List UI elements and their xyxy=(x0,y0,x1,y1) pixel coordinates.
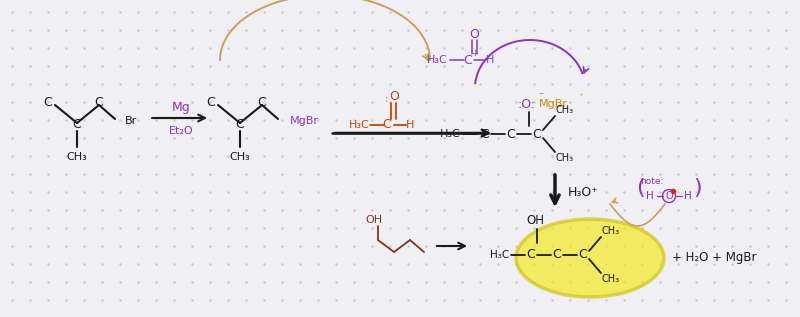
Text: H₃C: H₃C xyxy=(440,129,461,139)
Text: Br: Br xyxy=(125,116,138,126)
Text: H₃C: H₃C xyxy=(427,55,448,65)
Text: C: C xyxy=(506,127,515,140)
Text: ): ) xyxy=(694,178,702,198)
Ellipse shape xyxy=(516,219,664,297)
Text: MgBr: MgBr xyxy=(290,116,319,126)
Text: CH₃: CH₃ xyxy=(602,274,620,284)
Text: MgBr: MgBr xyxy=(538,99,567,109)
Text: CH₃: CH₃ xyxy=(556,153,574,163)
Text: :O:: :O: xyxy=(518,98,536,111)
Text: ⁻: ⁻ xyxy=(538,91,543,101)
Text: C: C xyxy=(206,96,215,109)
Text: H: H xyxy=(486,55,494,65)
Text: OH: OH xyxy=(526,215,544,228)
Text: note:: note: xyxy=(640,178,664,186)
Text: C: C xyxy=(553,249,562,262)
Text: C: C xyxy=(578,249,587,262)
Text: C: C xyxy=(481,127,490,140)
Text: (: ( xyxy=(636,178,644,198)
Text: :: : xyxy=(384,94,388,104)
Text: H: H xyxy=(406,120,414,130)
Text: CH₃: CH₃ xyxy=(230,152,250,162)
Text: CH₃: CH₃ xyxy=(556,105,574,115)
Text: C: C xyxy=(258,96,266,109)
Text: H: H xyxy=(684,191,692,201)
Text: Mg: Mg xyxy=(172,101,190,114)
Text: H₃O⁺: H₃O⁺ xyxy=(567,186,598,199)
Text: Et₂O: Et₂O xyxy=(169,126,194,136)
Text: H₃C: H₃C xyxy=(490,250,509,260)
Text: C: C xyxy=(236,119,244,132)
Text: C: C xyxy=(73,119,82,132)
Text: C: C xyxy=(44,96,52,109)
Text: ⁺: ⁺ xyxy=(578,92,583,100)
Text: + H₂O + MgBr: + H₂O + MgBr xyxy=(672,251,757,264)
Text: H: H xyxy=(646,191,654,201)
Text: C: C xyxy=(464,54,472,67)
Text: O: O xyxy=(469,28,479,41)
Text: C: C xyxy=(533,127,542,140)
Text: C: C xyxy=(526,249,535,262)
Text: CH₃: CH₃ xyxy=(602,226,620,236)
Text: C: C xyxy=(94,96,103,109)
Text: +: + xyxy=(471,49,478,59)
Text: OH: OH xyxy=(366,215,382,225)
Text: CH₃: CH₃ xyxy=(66,152,87,162)
Text: H₃C: H₃C xyxy=(350,120,370,130)
Text: O: O xyxy=(389,90,399,103)
Text: C: C xyxy=(382,119,391,132)
Text: O: O xyxy=(665,191,673,201)
